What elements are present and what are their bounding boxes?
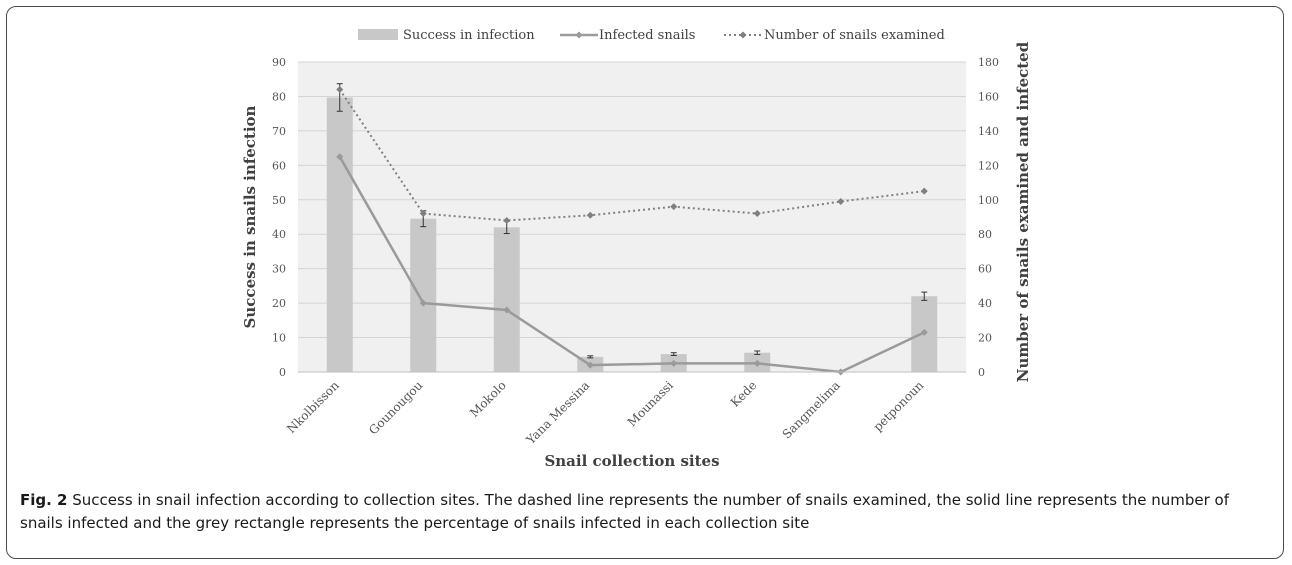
x-tick-label: Kede [728,378,759,409]
y2-tick-label: 160 [978,90,999,103]
bar [326,97,353,372]
y2-tick-label: 60 [978,263,992,276]
x-tick-label: Yana Messina [523,378,592,447]
series-point [586,211,594,219]
legend-marker [575,31,583,39]
series-point [503,216,511,224]
y-tick-label: 50 [272,194,286,207]
caption-text: Success in snail infection according to … [20,491,1229,532]
y2-tick-label: 80 [978,228,992,241]
plot-area [298,62,966,372]
series-point [419,210,427,218]
y-tick-label: 10 [272,332,286,345]
figure-caption: Fig. 2 Success in snail infection accord… [20,489,1270,535]
y-tick-label: 60 [272,159,286,172]
y2-tick-label: 140 [978,125,999,138]
y2-tick-label: 40 [978,297,992,310]
series-line [338,156,925,374]
caption-label: Fig. 2 [20,491,68,509]
series-point [670,359,678,367]
x-tick-label: Nkolbisson [284,378,342,436]
y-tick-label: 70 [272,125,286,138]
series-point [419,299,427,307]
x-tick-label: Gounougou [366,378,425,437]
y2-tick-label: 180 [978,56,999,69]
legend-label: Number of snails examined [764,28,945,43]
legend-label: Success in infection [403,28,535,43]
y-axis-title: Success in snails infection [241,105,259,328]
series-point [753,210,761,218]
x-tick-label: Mokolo [467,378,509,420]
bar-series [326,97,938,372]
x-tick-label: petponoun [871,378,927,434]
y-tick-label: 0 [279,366,286,379]
legend-swatch-bar [358,29,398,40]
y2-tick-label: 100 [978,194,999,207]
series-point [336,153,344,161]
y2-axis-title: Number of snails examined and infected [1014,41,1032,382]
y2-tick-label: 0 [978,366,985,379]
legend: Success in infection Infected snails Numbe… [358,28,945,43]
x-tick-label: Sangmelima [780,378,843,441]
x-axis-title: Snail collection sites [544,452,719,470]
y2-tick-label: 20 [978,332,992,345]
legend-marker [739,31,747,39]
y-tick-label: 20 [272,297,286,310]
chart: 0 10 20 30 40 50 60 70 80 90 0 20 40 60 80 100 120 140 160… [241,28,1032,470]
series-point [920,328,928,336]
legend-label: Infected snails [599,28,695,43]
bar [493,227,520,372]
x-tick-label: Mounassi [625,378,676,429]
y-tick-label: 80 [272,90,286,103]
series-point [920,187,928,195]
series-point [586,361,594,369]
y2-tick-label: 120 [978,159,999,172]
y-tick-label: 30 [272,263,286,276]
series-point [336,86,344,94]
series-point [837,198,845,205]
series-point [670,203,678,211]
y-tick-label: 40 [272,228,286,241]
series-point [753,359,761,367]
bar [410,218,437,372]
y-tick-label: 90 [272,56,286,69]
series-point [503,306,511,314]
